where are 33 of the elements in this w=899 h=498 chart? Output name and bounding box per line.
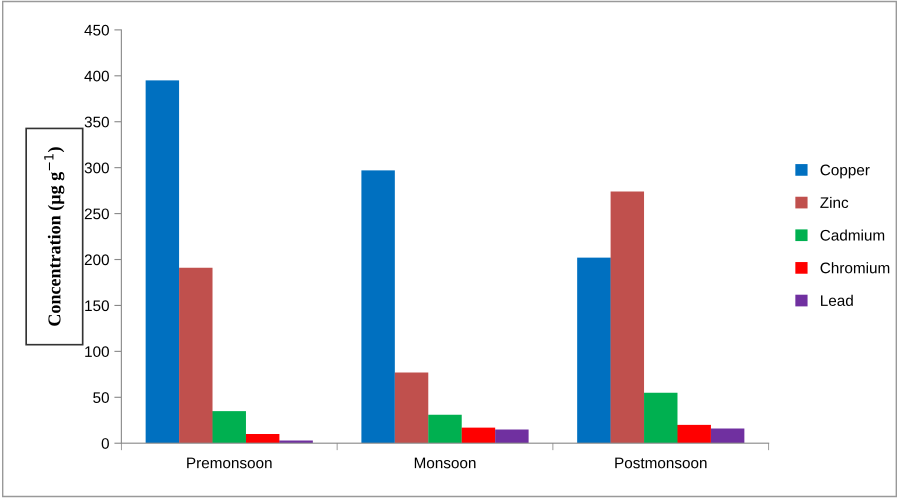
bar <box>212 411 246 444</box>
legend-label: Zinc <box>820 196 848 208</box>
y-tick-label: 300 <box>84 162 109 174</box>
bar <box>394 372 428 444</box>
bar <box>361 170 395 444</box>
x-tick-label: Postmonsoon <box>615 458 706 468</box>
y-tick-label: 400 <box>84 70 109 82</box>
y-tick-label: 50 <box>93 392 109 403</box>
bar <box>462 428 496 444</box>
bar <box>644 392 678 444</box>
x-tick-label: Monsoon <box>414 458 476 468</box>
y-tick-label: 200 <box>84 254 109 266</box>
bar <box>246 434 280 444</box>
y-tick-label: 150 <box>85 300 109 312</box>
bar <box>146 80 180 444</box>
legend-label: Copper <box>820 164 870 178</box>
bar <box>428 414 462 444</box>
legend-label: Lead <box>821 294 853 306</box>
y-tick-label: 250 <box>84 208 109 220</box>
y-axis-title: Concentration (µg g$^{−1}$) <box>44 147 64 326</box>
legend-label: Cadmium <box>820 229 884 241</box>
bar <box>610 192 644 444</box>
y-tick-label: 100 <box>85 346 109 358</box>
legend-label: Chromium <box>820 262 890 274</box>
bar <box>710 428 744 444</box>
x-tick-label: Premonsoon <box>187 458 272 468</box>
bar <box>577 258 611 444</box>
bar <box>677 424 711 444</box>
y-tick-label: 450 <box>84 24 109 36</box>
y-tick-label: 350 <box>84 116 109 128</box>
y-tick-label: 0 <box>102 438 109 449</box>
bar <box>495 429 529 444</box>
bar <box>179 268 213 444</box>
